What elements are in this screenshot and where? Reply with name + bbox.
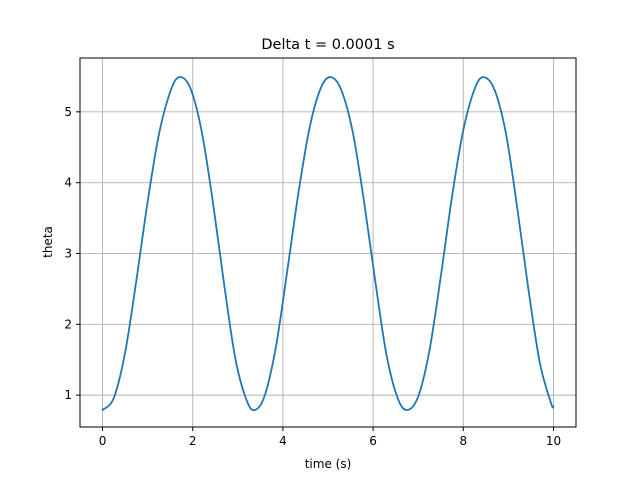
x-tick-label: 10 <box>546 434 561 448</box>
x-tick-label: 0 <box>99 434 107 448</box>
y-tick-label: 3 <box>64 246 72 260</box>
y-axis-label: theta <box>41 226 55 258</box>
y-tick-label: 2 <box>64 317 72 331</box>
x-tick-label: 6 <box>369 434 377 448</box>
x-tick-label: 4 <box>279 434 287 448</box>
x-tick-label: 8 <box>459 434 467 448</box>
y-tick-label: 1 <box>64 388 72 402</box>
x-axis-label: time (s) <box>305 457 352 471</box>
chart-title: Delta t = 0.0001 s <box>261 37 394 53</box>
y-ticks: 1 2 3 4 5 <box>64 105 80 402</box>
y-tick-label: 4 <box>64 176 72 190</box>
theta-series-line <box>101 76 555 412</box>
plot-frame <box>79 57 577 428</box>
y-tick-label: 5 <box>64 105 72 119</box>
grid <box>80 58 576 427</box>
x-tick-label: 2 <box>189 434 197 448</box>
x-ticks: 0 2 4 6 8 10 <box>99 427 561 448</box>
